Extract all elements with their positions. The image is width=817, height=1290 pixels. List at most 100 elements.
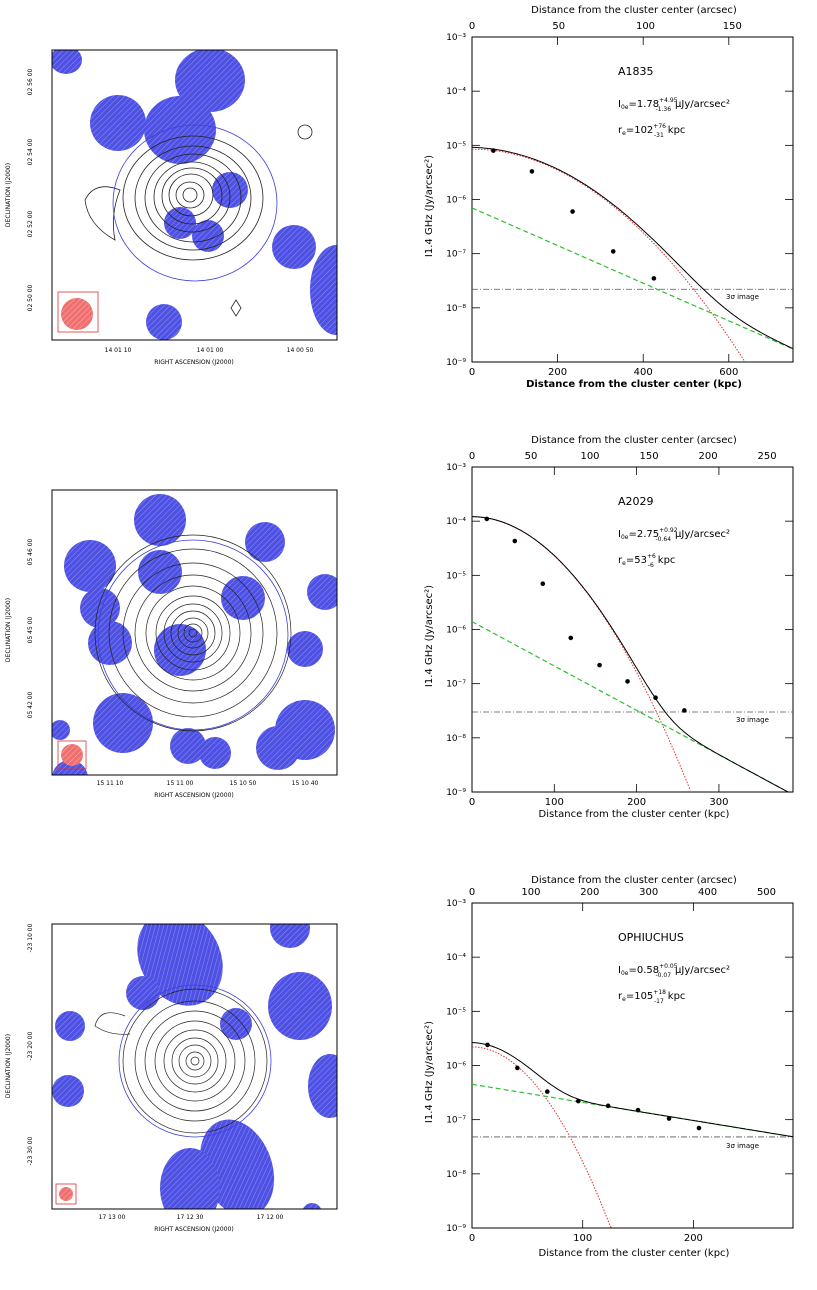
data-point	[484, 516, 490, 522]
masked-point-sources	[52, 494, 337, 775]
beam-ellipse	[61, 744, 83, 766]
x-axis-label: Distance from the cluster center (kpc)	[526, 379, 742, 390]
x2-tick-label: 100	[521, 887, 540, 898]
y-tick-label: 10⁻⁵	[446, 141, 466, 151]
x2-tick-label: 300	[639, 887, 658, 898]
x2-tick-label: 150	[723, 21, 742, 32]
y-tick-label: 10⁻⁹	[446, 1224, 466, 1234]
panel-a1835: RIGHT ASCENSION (J2000) DECLINATION (J20…	[0, 0, 817, 420]
ra-tick: 17 12 00	[257, 1214, 284, 1221]
x-tick-label: 200	[627, 797, 646, 808]
plot-frame	[471, 36, 794, 363]
x-tick-label: 400	[634, 367, 653, 378]
y-tick-label: 10⁻⁷	[446, 250, 466, 260]
dec-tick: -23 30 00	[27, 1136, 34, 1165]
x2-tick-label: 0	[469, 451, 475, 462]
data-point	[635, 1107, 641, 1113]
x2-tick-label: 200	[580, 887, 599, 898]
plot-frame	[471, 466, 794, 793]
x2-axis-label: Distance from the cluster center (arcsec…	[531, 435, 737, 446]
x2-tick-label: 500	[757, 887, 776, 898]
y-axis-label: I1.4 GHz (Jy/arcsec²)	[424, 585, 435, 687]
map-frame	[51, 923, 338, 1210]
dec-tick: -23 10 00	[27, 923, 34, 952]
dec-tick: 02 50 00	[27, 284, 34, 311]
re-annotation: re=105+18 -17 kpc	[618, 989, 685, 1005]
ra-tick: 15 10 50	[230, 780, 257, 787]
i0-annotation: I0e=1.78+4.95 -1.36 μJy/arcsec²	[618, 97, 730, 113]
y-tick-label: 10⁻⁹	[446, 788, 466, 798]
y-tick-label: 10⁻⁴	[446, 87, 466, 97]
data-point	[653, 695, 658, 701]
panel-ophiuchus: RIGHT ASCENSION (J2000) DECLINATION (J20…	[0, 866, 817, 1286]
data-point	[696, 1125, 702, 1131]
x2-axis-label: Distance from the cluster center (arcsec…	[531, 875, 737, 886]
data-point	[515, 1065, 520, 1071]
masked-point-sources	[52, 924, 337, 1209]
map-frame	[51, 489, 338, 776]
ra-tick: 15 11 10	[97, 780, 124, 787]
cluster-extent-circle	[112, 124, 278, 282]
x2-axis-label: Distance from the cluster center (arcsec…	[531, 5, 737, 16]
ra-tick: 14 01 10	[105, 347, 132, 354]
x2-tick-label: 100	[636, 21, 655, 32]
cluster-name: A2029	[618, 495, 654, 508]
halo-model-curve	[471, 621, 792, 793]
x-tick-label: 100	[545, 797, 564, 808]
x-tick-label: 0	[469, 1233, 475, 1244]
x2-tick-label: 0	[469, 21, 475, 32]
ra-tick: 15 10 40	[292, 780, 319, 787]
halo-model-curve	[471, 207, 794, 350]
plot-dynamic-layer: 0 100 200 0 100 200 300 400 500 10⁻⁹ 10⁻⁸ 10⁻⁷ 10⁻⁶ 1…	[446, 887, 794, 1244]
profile-plot-ophiuchus: 0 100 200 0 100 200 300 400 500 10⁻⁹ 10⁻⁸ 10⁻⁷ 10⁻⁶ 1…	[400, 866, 817, 1286]
radio-map-a1835: RIGHT ASCENSION (J2000) DECLINATION (J20…	[0, 0, 345, 400]
ra-tick: 14 00 50	[287, 347, 314, 354]
dec-tick: 05 42 00	[27, 691, 34, 718]
ra-axis-label: RIGHT ASCENSION (J2000)	[154, 359, 233, 366]
y-tick-label: 10⁻⁸	[446, 734, 466, 744]
y-tick-label: 10⁻³	[446, 33, 466, 43]
y-tick-label: 10⁻³	[446, 463, 466, 473]
core-model-curve	[472, 148, 746, 362]
data-point	[570, 209, 575, 214]
y-tick-label: 10⁻⁷	[446, 680, 466, 690]
y-tick-label: 10⁻⁵	[446, 571, 466, 581]
ra-tick: 15 11 00	[167, 780, 194, 787]
x2-tick-label: 400	[698, 887, 717, 898]
threshold-label: 3σ image	[736, 716, 769, 724]
threshold-label: 3σ image	[726, 293, 759, 301]
cluster-name: A1835	[618, 65, 654, 78]
x2-tick-label: 0	[469, 887, 475, 898]
core-model-curve	[472, 1046, 613, 1229]
dec-tick: 05 46 00	[27, 538, 34, 565]
threshold-label: 3σ image	[726, 1142, 759, 1150]
dec-tick: 02 52 00	[27, 210, 34, 237]
y-axis-label: I1.4 GHz (Jy/arcsec²)	[424, 155, 435, 257]
dec-tick: -23 20 00	[27, 1031, 34, 1060]
plot-dynamic-layer: 0 200 400 600 0 50 100 150 10⁻⁹ 10⁻⁸ 10⁻⁷ 10⁻⁶ 10⁻⁵ 1…	[446, 21, 794, 378]
x-axis-label: Distance from the cluster center (kpc)	[539, 1248, 730, 1259]
y-tick-label: 10⁻⁶	[446, 196, 466, 206]
x2-tick-label: 50	[525, 451, 538, 462]
x-tick-label: 0	[469, 797, 475, 808]
data-point	[568, 635, 574, 641]
y-axis-label: I1.4 GHz (Jy/arcsec²)	[424, 1021, 435, 1123]
y-tick-label: 10⁻⁴	[446, 953, 466, 963]
cluster-extent-circle	[118, 984, 272, 1138]
x2-tick-label: 250	[757, 451, 776, 462]
radio-contours	[84, 124, 313, 317]
data-point	[529, 169, 535, 174]
ra-axis-label: RIGHT ASCENSION (J2000)	[154, 1226, 233, 1233]
cluster-name: OPHIUCHUS	[618, 931, 684, 944]
data-point	[512, 538, 518, 544]
data-point	[651, 276, 657, 281]
beam-ellipse	[59, 1187, 73, 1201]
x-tick-label: 100	[573, 1233, 592, 1244]
data-point	[682, 708, 687, 713]
x-tick-label: 200	[548, 367, 567, 378]
y-tick-label: 10⁻⁷	[446, 1116, 466, 1126]
y-tick-label: 10⁻⁶	[446, 626, 466, 636]
x2-tick-label: 200	[698, 451, 717, 462]
ra-axis-label: RIGHT ASCENSION (J2000)	[154, 792, 233, 799]
radio-map-ophiuchus: RIGHT ASCENSION (J2000) DECLINATION (J20…	[0, 866, 345, 1266]
